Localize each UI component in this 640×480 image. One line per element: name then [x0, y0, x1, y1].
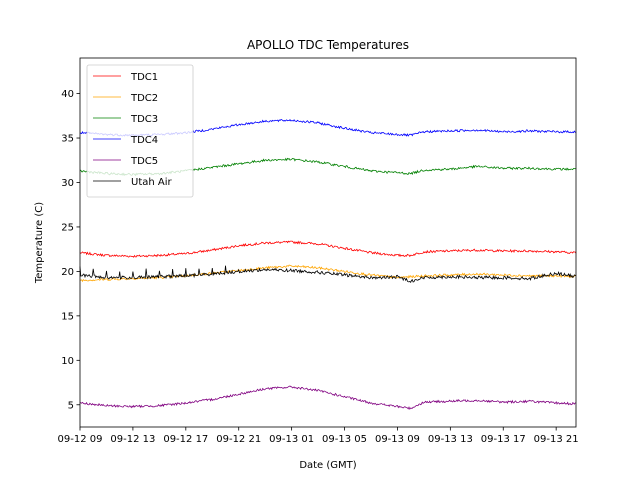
x-tick-label: 09-12 09: [58, 434, 103, 445]
legend-label-utah-air: Utah Air: [131, 177, 173, 188]
x-axis: 09-12 09 09-12 13 09-12 17 09-12 21 09-13 01…: [58, 427, 579, 445]
y-tick-label: 35: [61, 134, 74, 145]
y-tick-label: 40: [61, 89, 74, 100]
x-tick-label: 09-12 13: [110, 434, 155, 445]
x-tick-label: 09-13 17: [481, 434, 526, 445]
x-tick-label: 09-13 01: [269, 434, 314, 445]
plot-frame: [79, 57, 577, 428]
y-tick-label: 15: [61, 311, 74, 322]
y-axis-label: Temperature (C): [34, 202, 45, 284]
legend-label-tdc5: TDC5: [130, 156, 158, 167]
x-axis-label: Date (GMT): [299, 460, 356, 471]
legend-label-tdc4: TDC4: [130, 135, 158, 146]
x-tick-label: 09-13 13: [428, 434, 473, 445]
legend-label-tdc1: TDC1: [130, 72, 158, 83]
legend-label-tdc3: TDC3: [130, 114, 158, 125]
legend-box: [86, 64, 194, 198]
y-tick-label: 30: [61, 178, 74, 189]
legend-label-tdc2: TDC2: [130, 93, 158, 104]
x-tick-label: 09-13 09: [375, 434, 420, 445]
y-tick-label: 10: [61, 356, 74, 367]
y-tick-label: 5: [68, 400, 74, 411]
series-line-utah-air: [79, 265, 577, 283]
series-line-tdc1: [79, 240, 577, 258]
series-line-tdc5: [79, 385, 577, 410]
y-axis: 5 10 15 20 25 30 35 40: [61, 89, 80, 411]
chart-title: APOLLO TDC Temperatures: [247, 38, 409, 52]
y-tick-label: 20: [61, 267, 74, 278]
legend: TDC1 TDC2 TDC3 TDC4 TDC5 Utah Air: [86, 64, 194, 198]
x-tick-label: 09-13 05: [322, 434, 367, 445]
x-tick-label: 09-12 17: [163, 434, 208, 445]
y-tick-label: 25: [61, 222, 74, 233]
x-tick-label: 09-12 21: [216, 434, 261, 445]
x-tick-label: 09-13 21: [534, 434, 579, 445]
